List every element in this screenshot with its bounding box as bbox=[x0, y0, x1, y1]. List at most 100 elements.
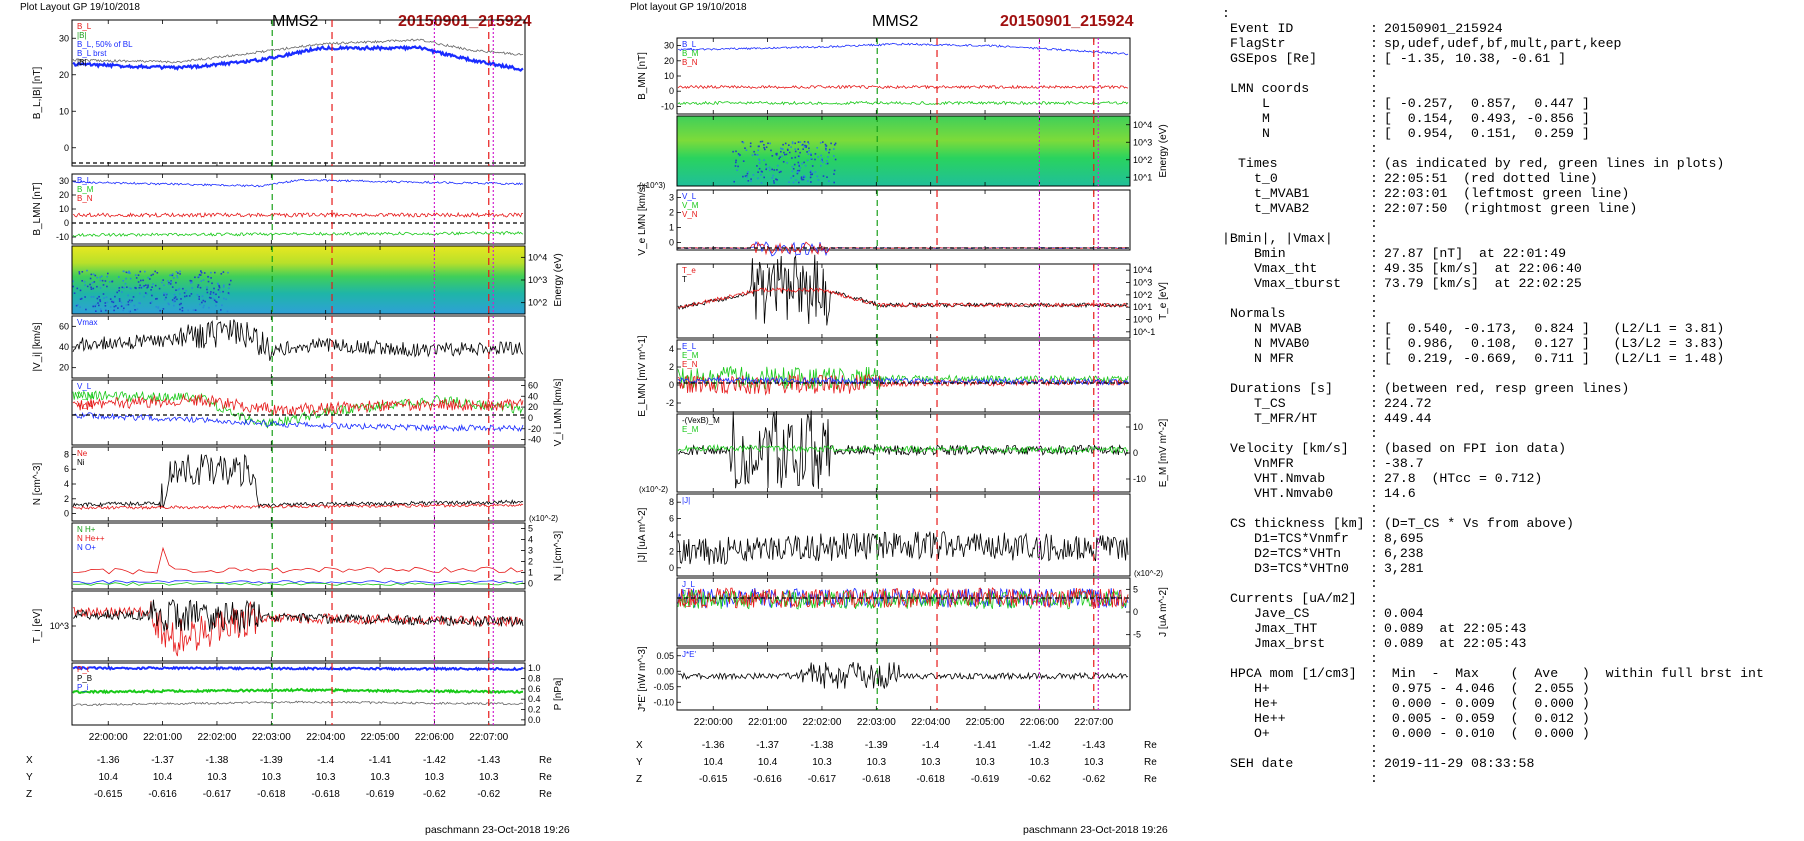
spectrogram-speck bbox=[98, 304, 100, 307]
y-tick-label: 10 bbox=[59, 204, 69, 214]
spectrogram-speck bbox=[780, 147, 782, 150]
spectrogram-speck bbox=[759, 140, 762, 143]
spectrogram-speck bbox=[809, 176, 812, 179]
spectrogram-speck bbox=[97, 302, 99, 304]
spectrogram-speck bbox=[783, 151, 785, 154]
y-axis-label: T_e [eV] bbox=[1158, 282, 1169, 320]
summary-value: 27.8 (HTcc = 0.712) bbox=[1384, 471, 1543, 486]
series-line bbox=[72, 665, 524, 672]
spectrogram-speck bbox=[833, 181, 835, 184]
spectrogram-speck bbox=[807, 141, 809, 143]
position-value: 10.4 bbox=[153, 772, 173, 783]
spectrogram-speck bbox=[169, 283, 172, 285]
spectrogram-speck bbox=[140, 279, 142, 282]
position-value: 10.3 bbox=[370, 772, 390, 783]
spectrogram-speck bbox=[794, 156, 797, 159]
spectrogram-speck bbox=[201, 301, 203, 304]
spectrogram-speck bbox=[105, 309, 107, 312]
y-tick-label: 40 bbox=[59, 342, 69, 352]
spectrogram-speck bbox=[90, 273, 93, 276]
spectrogram-speck bbox=[764, 148, 766, 151]
spectrogram-speck bbox=[798, 165, 800, 167]
spectrogram-speck bbox=[178, 303, 181, 306]
summary-key: Times bbox=[1238, 156, 1278, 171]
spectrogram-speck bbox=[199, 303, 201, 306]
spectrogram-speck bbox=[127, 294, 129, 297]
spectrogram-speck bbox=[754, 153, 756, 156]
spectrogram-speck bbox=[99, 276, 101, 279]
spectrogram-speck bbox=[802, 143, 804, 146]
spectrogram-speck bbox=[113, 309, 115, 312]
spectrogram-speck bbox=[190, 293, 193, 295]
y-tick-label: -0.05 bbox=[653, 682, 674, 692]
spectrogram-speck bbox=[90, 286, 92, 289]
spectrogram-speck bbox=[779, 156, 781, 158]
spectrogram-speck bbox=[128, 299, 131, 302]
legend-entry: B_M bbox=[77, 185, 94, 194]
series-line bbox=[72, 546, 524, 575]
panel-frame bbox=[676, 189, 1131, 251]
summary-colon: : bbox=[1370, 471, 1378, 486]
spectrogram-speck bbox=[210, 291, 212, 293]
spectrogram-speck bbox=[171, 286, 174, 288]
spectrogram-speck bbox=[142, 279, 144, 282]
spectrogram-speck bbox=[760, 174, 762, 176]
panel-7: 10^3 T_i [eV] bbox=[32, 590, 526, 662]
position-value: 10.3 bbox=[207, 772, 227, 783]
series-line bbox=[677, 100, 1129, 106]
figure-spacecraft-title: MMS2 bbox=[272, 13, 318, 30]
spectrogram-speck bbox=[788, 144, 790, 146]
spectrogram-speck bbox=[760, 170, 763, 173]
spectrogram-speck bbox=[104, 305, 107, 307]
summary-value: [ -1.35, 10.38, -0.61 ] bbox=[1384, 51, 1567, 66]
summary-key: Durations [s] bbox=[1230, 381, 1333, 396]
series-line bbox=[72, 319, 524, 361]
position-value: -0.62 bbox=[1028, 774, 1051, 785]
summary-key: Velocity [km/s] bbox=[1230, 441, 1349, 456]
summary-colon: : bbox=[1370, 576, 1378, 591]
position-value: -1.42 bbox=[423, 755, 446, 766]
spectrogram-speck bbox=[118, 276, 120, 278]
spectrogram-speck bbox=[828, 151, 830, 154]
spectrogram-speck bbox=[208, 296, 211, 299]
spectrogram-speck bbox=[202, 306, 205, 309]
panel-frame bbox=[71, 662, 526, 726]
y-tick-label: -0.10 bbox=[653, 697, 674, 707]
spectrogram-speck bbox=[117, 307, 119, 309]
spectrogram-speck bbox=[155, 306, 158, 308]
summary-value: 73.79 [km/s] at 22:02:25 bbox=[1384, 276, 1582, 291]
spectrogram-speck bbox=[179, 270, 181, 273]
spectrogram-speck bbox=[780, 170, 782, 173]
spectrogram-speck bbox=[116, 291, 118, 294]
spectrogram-speck bbox=[118, 289, 120, 292]
series-line bbox=[72, 38, 524, 64]
position-value: 10.3 bbox=[867, 757, 887, 768]
spectrogram-speck bbox=[210, 277, 212, 279]
figure-footer: paschmann 23-Oct-2018 19:26 bbox=[1023, 824, 1168, 836]
spectrogram-speck bbox=[90, 296, 93, 298]
spectrogram-speck bbox=[212, 297, 215, 300]
spectrogram-speck bbox=[147, 284, 149, 287]
position-value: -0.617 bbox=[203, 789, 232, 800]
spectrogram-speck bbox=[151, 294, 153, 297]
spectrogram-speck bbox=[797, 148, 799, 150]
spectrogram-speck bbox=[112, 301, 115, 304]
summary-key: He++ bbox=[1254, 711, 1286, 726]
summary-value: -38.7 bbox=[1384, 456, 1424, 471]
series-line bbox=[677, 365, 1129, 390]
y-tick-label: 0 bbox=[64, 509, 69, 519]
summary-colon: : bbox=[1370, 261, 1378, 276]
position-value: -0.615 bbox=[699, 774, 728, 785]
spectrogram-speck bbox=[175, 289, 177, 291]
y-tick-label: 0 bbox=[64, 143, 69, 153]
spectrogram-speck bbox=[111, 280, 114, 283]
spectrogram-speck bbox=[173, 277, 175, 279]
spectrogram-speck bbox=[824, 143, 827, 146]
summary-value: 6,238 bbox=[1384, 546, 1424, 561]
spectrogram-speck bbox=[99, 287, 102, 289]
summary-colon: : bbox=[1370, 501, 1378, 516]
spectrogram-speck bbox=[222, 286, 225, 288]
figure-header: Plot Layout GP 19/10/2018 bbox=[20, 2, 140, 13]
